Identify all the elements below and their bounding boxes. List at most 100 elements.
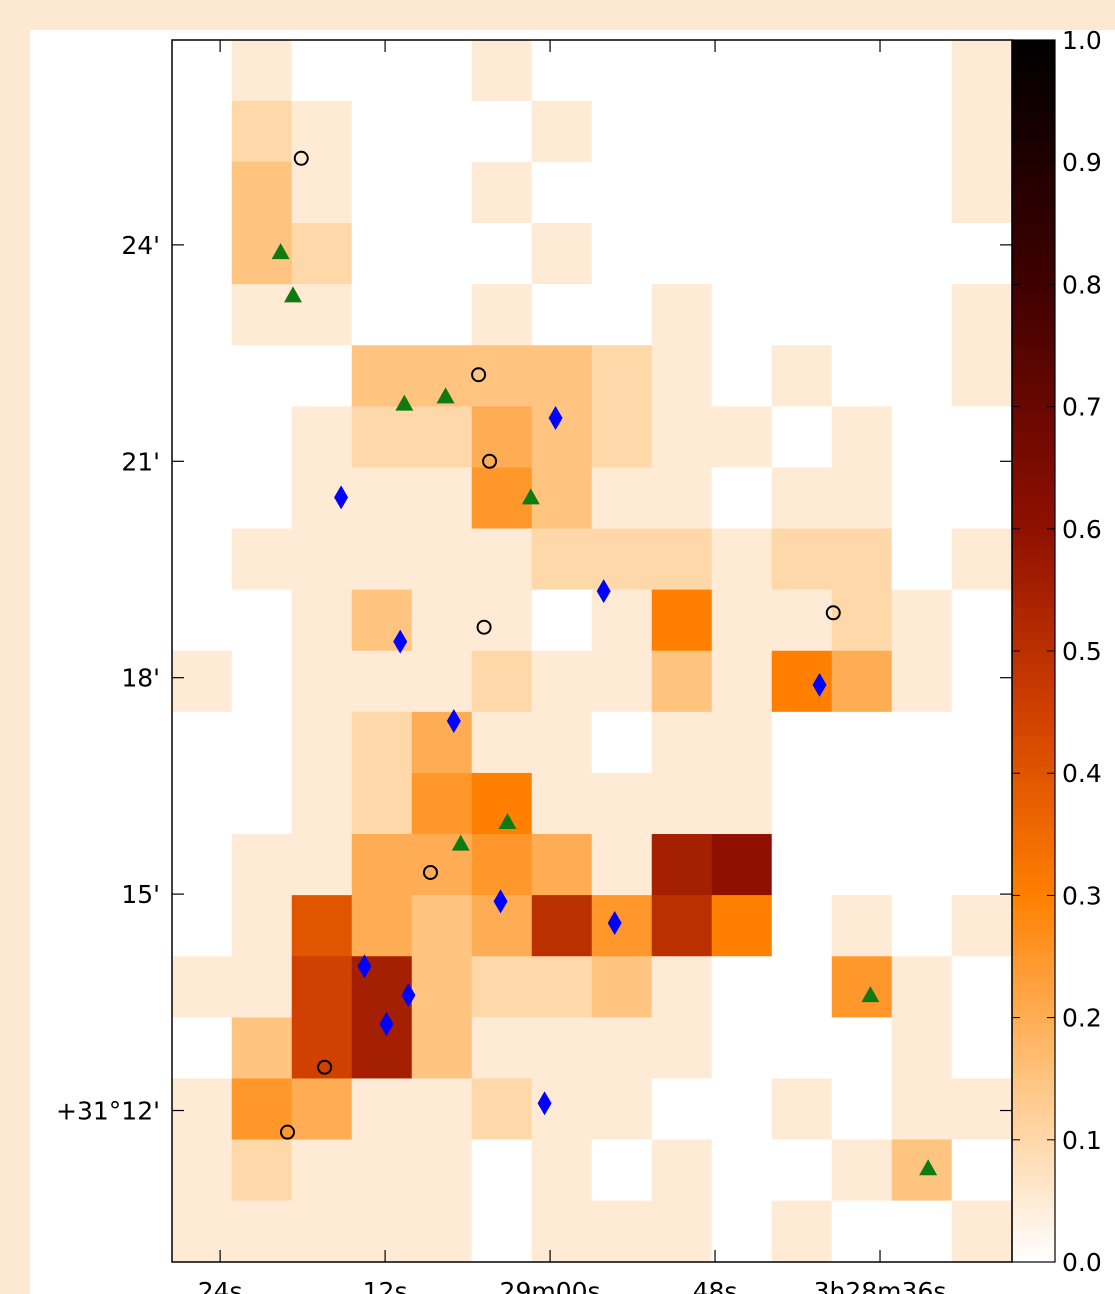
heat-cell xyxy=(471,161,533,224)
colorbar-strip xyxy=(1012,1145,1055,1153)
colorbar-strip xyxy=(1012,394,1055,401)
colorbar-strip xyxy=(1012,974,1055,982)
heat-cell xyxy=(651,1139,713,1202)
colorbar-strip xyxy=(1012,107,1055,114)
colorbar-strip xyxy=(1012,119,1055,127)
colorbar-strip xyxy=(1012,443,1055,450)
colorbar-strip xyxy=(1012,516,1055,524)
colorbar-strip xyxy=(1012,522,1055,530)
heat-cell xyxy=(351,772,413,835)
heat-cell xyxy=(171,467,233,530)
x-tick-label: 3h28m36s xyxy=(814,1277,947,1294)
colorbar-strip xyxy=(1012,321,1055,328)
heat-cell xyxy=(951,956,1013,1018)
colorbar-strip xyxy=(1012,479,1055,487)
colorbar-strip xyxy=(1012,589,1055,597)
x-tick-label: 29m00s xyxy=(500,1277,601,1294)
heat-cell xyxy=(771,1139,833,1202)
x-tick-label: 12s xyxy=(363,1277,408,1294)
heat-cell xyxy=(171,345,233,407)
colorbar-strip xyxy=(1012,363,1055,371)
heat-cell xyxy=(651,467,713,530)
heat-cell xyxy=(891,284,953,346)
heat-cell xyxy=(531,528,593,591)
colorbar-strip xyxy=(1012,980,1055,988)
circle-marker xyxy=(825,605,841,621)
colorbar-strip xyxy=(1012,510,1055,518)
heat-cell xyxy=(231,772,293,835)
heat-cell xyxy=(471,1200,533,1263)
triangle-marker xyxy=(283,286,302,303)
heat-cell xyxy=(171,161,233,224)
colorbar-strip xyxy=(1012,1097,1055,1104)
colorbar-tick-label: 0.1 xyxy=(1062,1126,1102,1155)
colorbar-strip xyxy=(1012,1176,1055,1184)
colorbar-strip xyxy=(1012,785,1055,793)
heat-cell xyxy=(231,467,293,530)
colorbar-strip xyxy=(1012,58,1055,65)
heat-cell xyxy=(771,100,833,163)
heat-cell xyxy=(771,956,833,1018)
heat-cell xyxy=(711,39,773,102)
heat-cell xyxy=(351,1200,413,1263)
colorbar-strip xyxy=(1012,192,1055,200)
heat-cell xyxy=(711,650,773,713)
heat-cell xyxy=(591,1139,653,1202)
colorbar-strip xyxy=(1012,1066,1055,1074)
colorbar-strip xyxy=(1012,449,1055,456)
diamond-marker xyxy=(537,1091,552,1116)
triangle-marker xyxy=(395,394,414,411)
heat-cell xyxy=(231,956,293,1018)
heat-cell xyxy=(351,345,413,407)
heat-cell xyxy=(471,834,533,896)
colorbar-strip xyxy=(1012,223,1055,230)
heat-cell xyxy=(831,223,893,285)
colorbar-strip xyxy=(1012,162,1055,169)
diamond-marker xyxy=(548,405,563,430)
colorbar-strip xyxy=(1012,382,1055,389)
heat-cell xyxy=(471,1139,533,1202)
heat-cell xyxy=(231,39,293,102)
colorbar-strip xyxy=(1012,284,1055,292)
heat-cell xyxy=(591,528,653,591)
heat-cell xyxy=(291,406,353,468)
colorbar-strip xyxy=(1012,376,1055,383)
colorbar-strip xyxy=(1012,547,1055,554)
heat-cell xyxy=(831,1017,893,1079)
colorbar-strip xyxy=(1012,131,1055,139)
colorbar-strip xyxy=(1012,877,1055,884)
colorbar-strip xyxy=(1012,999,1055,1006)
heat-cell xyxy=(711,834,773,896)
colorbar-strip xyxy=(1012,1152,1055,1159)
colorbar-strip xyxy=(1012,241,1055,249)
colorbar-strip xyxy=(1012,925,1055,933)
heat-cell xyxy=(411,223,473,285)
heat-cell xyxy=(951,528,1013,591)
colorbar-strip xyxy=(1012,773,1055,780)
colorbar-strip xyxy=(1012,638,1055,646)
heat-cell xyxy=(351,834,413,896)
colorbar-strip xyxy=(1012,351,1055,359)
colorbar-strip xyxy=(1012,779,1055,786)
heat-cell xyxy=(891,1200,953,1263)
colorbar-strip xyxy=(1012,339,1055,346)
heat-cell xyxy=(891,1017,953,1079)
colorbar-strip xyxy=(1012,357,1055,365)
heat-cell xyxy=(231,711,293,774)
colorbar-strip xyxy=(1012,870,1055,878)
heat-cell xyxy=(171,772,233,835)
heat-cell xyxy=(351,467,413,530)
colorbar-strip xyxy=(1012,858,1055,866)
heat-cell xyxy=(771,528,833,591)
heat-cell xyxy=(651,284,713,346)
heat-cell xyxy=(951,345,1013,407)
diamond-marker xyxy=(607,910,622,935)
colorbar-strip xyxy=(1012,461,1055,469)
colorbar-strip xyxy=(1012,1048,1055,1055)
heat-cell xyxy=(651,406,713,468)
colorbar-strip xyxy=(1012,1054,1055,1061)
colorbar-strip xyxy=(1012,290,1055,298)
heat-cell xyxy=(171,1078,233,1141)
heat-cell xyxy=(411,284,473,346)
heat-cell xyxy=(351,1139,413,1202)
